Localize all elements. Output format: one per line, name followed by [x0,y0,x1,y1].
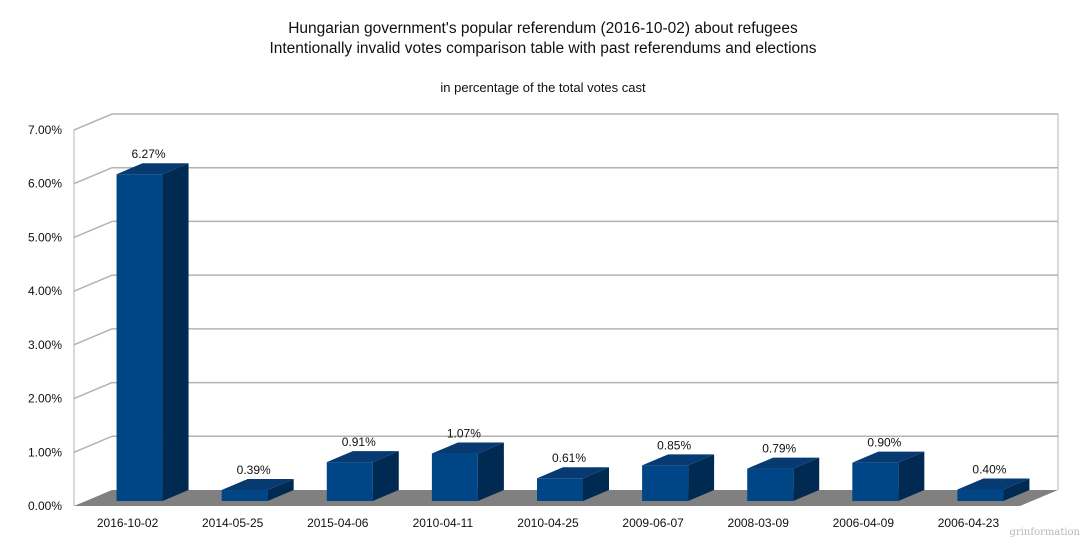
chart-title: Hungarian government's popular referendu… [288,20,798,37]
y-tick-label: 4.00% [28,284,62,298]
bar-front [326,462,373,501]
y-tick-label: 7.00% [28,123,62,137]
bar-top [642,454,715,466]
gridline-side [73,435,113,453]
data-label: 0.40% [972,463,1006,477]
gridline-side [73,381,113,400]
wall-outline [73,113,1059,506]
bar-side [583,467,609,501]
chart-subtitle: Intentionally invalid votes comparison t… [269,40,817,57]
gridline-side [73,220,113,239]
bar-front [852,462,899,501]
data-label: 0.91% [342,435,376,449]
bar-front [537,478,583,501]
data-label: 1.07% [447,427,481,441]
bar-side [162,163,189,501]
x-tick-label: 2016-10-02 [97,516,159,530]
bar [642,454,715,501]
bar-front [642,465,689,501]
bar [431,442,504,501]
y-tick-label: 5.00% [28,230,62,244]
bar-front [957,489,1004,501]
labels: 0.00% 1.00% 2.00% 3.00% 4.00% 5.00% 6.00% 7.00%… [28,123,1007,530]
data-label: 0.61% [552,451,586,465]
bar-side [898,451,925,501]
gridline-side [73,167,113,185]
grid-lines [73,113,1058,453]
chart-walls [73,113,1059,506]
bar-top [116,163,189,175]
x-tick-label: 2010-04-11 [413,516,474,530]
bar-top [852,451,925,463]
gridline-side [73,328,113,346]
bar-front [221,490,268,501]
chart-annotation: in percentage of the total votes cast [440,80,646,95]
x-tick-label: 2010-04-25 [517,516,579,530]
watermark: grinformation [1009,527,1080,538]
data-label: 0.85% [657,438,691,452]
bar [852,451,925,501]
y-tick-label: 1.00% [28,445,62,459]
x-tick-label: 2009-06-07 [622,516,684,530]
bar-front [116,174,163,501]
bar [957,478,1030,501]
data-label: 0.79% [762,442,796,456]
x-tick-label: 2006-04-09 [833,516,895,530]
bar-side [1003,478,1030,501]
bar [116,163,189,501]
bar-top [537,467,609,479]
gridline-side [73,274,113,292]
bar-front [431,453,478,501]
bar-top [326,451,399,463]
bar [747,457,820,501]
y-tick-label: 0.00% [28,499,62,513]
data-label: 6.27% [132,147,166,161]
bars [116,163,1030,501]
y-tick-label: 6.00% [28,177,62,191]
bar-side [477,442,504,501]
x-tick-label: 2006-04-23 [938,516,1000,530]
data-label: 0.90% [867,436,901,450]
bar-top [221,479,294,491]
gridline-side [73,113,113,131]
y-tick-label: 2.00% [28,392,62,406]
bar-front [747,468,794,501]
bar-side [793,457,820,501]
y-tick-label: 3.00% [28,338,62,352]
bar-side [688,454,715,501]
bar-side [267,479,294,501]
x-tick-label: 2015-04-06 [307,516,369,530]
bar [326,451,399,501]
bar-top [957,478,1030,490]
data-label: 0.39% [237,463,271,477]
x-tick-label: 2014-05-25 [202,516,264,530]
bar-top [431,442,504,454]
bar-side [372,451,399,501]
x-tick-label: 2008-03-09 [728,516,790,530]
bar [537,467,609,501]
bar [221,479,294,501]
bar-top [747,457,820,469]
